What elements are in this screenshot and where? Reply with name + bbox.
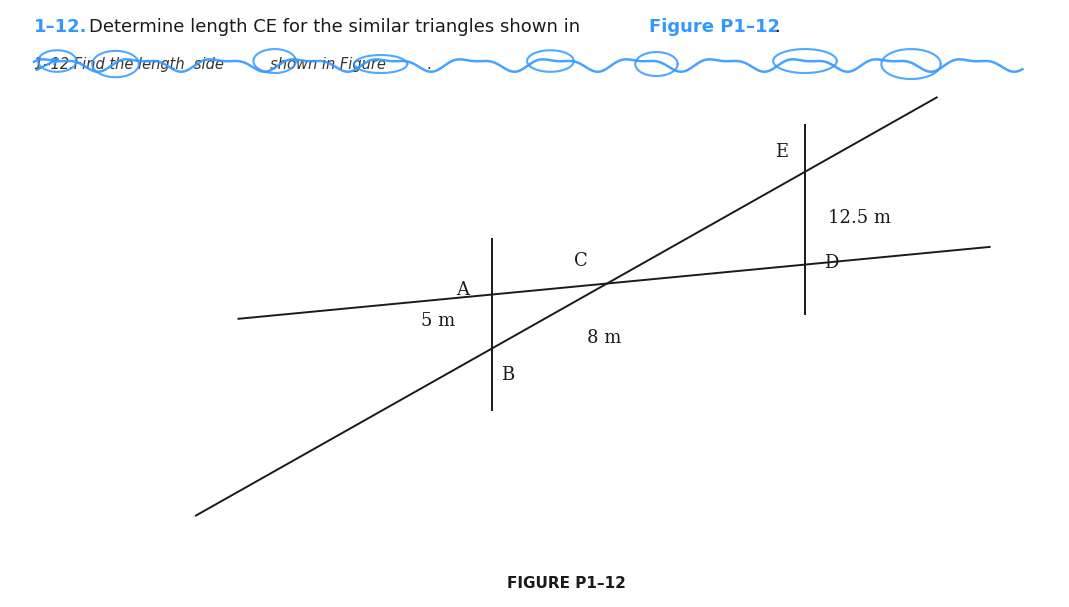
Text: B: B <box>501 367 514 384</box>
Text: C: C <box>574 253 587 270</box>
Text: 5 m: 5 m <box>421 313 455 330</box>
Text: 12.5 m: 12.5 m <box>828 209 892 227</box>
Text: 1–12.Find the length  side          shown in Figure         .: 1–12.Find the length side shown in Figur… <box>34 56 432 72</box>
Text: Determine length CE for the similar triangles shown in: Determine length CE for the similar tria… <box>89 18 586 36</box>
Text: D: D <box>824 254 838 273</box>
Text: E: E <box>775 143 788 161</box>
Text: FIGURE P1–12: FIGURE P1–12 <box>507 576 625 591</box>
Text: 1–12.: 1–12. <box>34 18 88 36</box>
Text: .: . <box>774 18 780 36</box>
Text: A: A <box>455 280 468 299</box>
Text: 8 m: 8 m <box>587 329 621 347</box>
Text: Figure P1–12: Figure P1–12 <box>649 18 780 36</box>
